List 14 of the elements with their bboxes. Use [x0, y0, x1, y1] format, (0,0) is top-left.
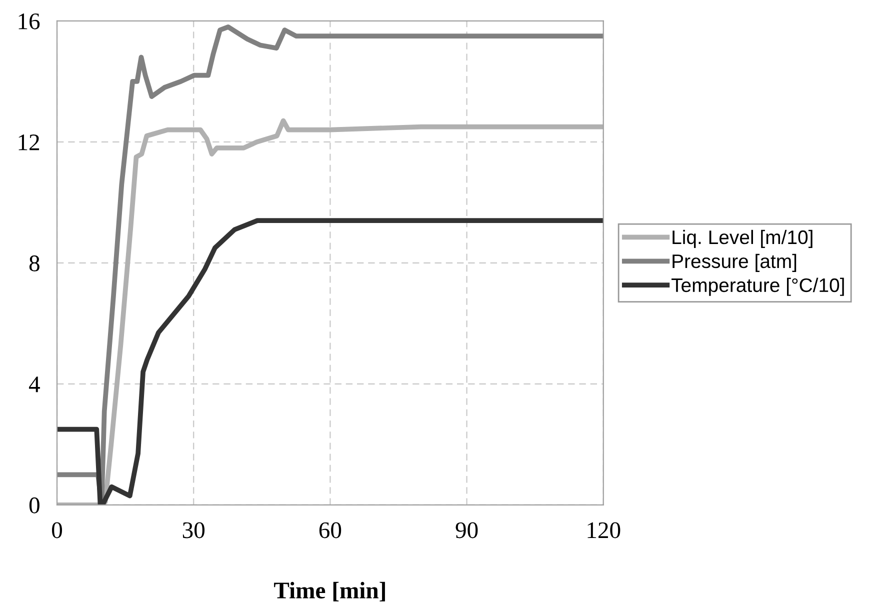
- y-tick-label: 16: [18, 13, 40, 30]
- legend-label: Temperature [°C/10]: [672, 278, 844, 296]
- x-tick-label: 90: [456, 522, 478, 538]
- y-tick-label: 12: [18, 134, 40, 150]
- x-tick-label: 120: [588, 522, 620, 538]
- x-tick-label: 0: [52, 522, 62, 538]
- x-tick-label: 60: [319, 522, 342, 538]
- legend-label: Pressure [atm]: [672, 254, 796, 272]
- y-tick-label: 8: [29, 255, 40, 272]
- legend-label: Liq. Level [m/10]: [672, 230, 812, 248]
- y-tick-label: 0: [29, 497, 40, 514]
- y-tick-label: 4: [28, 376, 40, 392]
- x-tick-label: 30: [182, 522, 205, 538]
- x-axis-title: Time [min]: [274, 582, 385, 602]
